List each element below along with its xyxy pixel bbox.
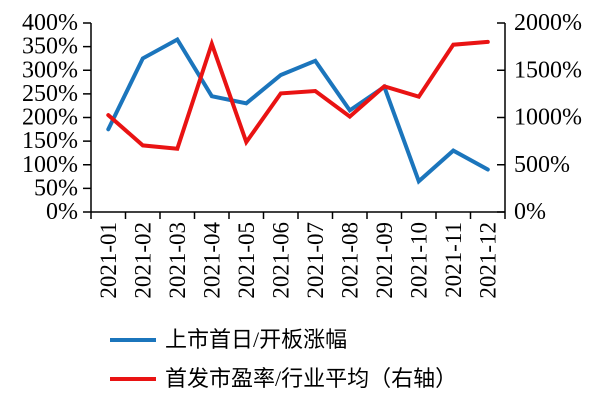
y-axis-left-label: 350%: [22, 34, 78, 60]
x-axis-label: 2021-08: [337, 222, 362, 299]
x-axis-label: 2021-09: [372, 222, 397, 299]
legend-line-sample-blue: [110, 338, 156, 342]
y-axis-left-label: 300%: [22, 57, 78, 83]
series-line-pe-ratio: [106, 37, 490, 151]
legend-line-sample-red: [110, 377, 156, 381]
x-axis-label: 2021-07: [303, 222, 328, 299]
legend-label-pe-ratio: 首发市盈率/行业平均（右轴）: [165, 366, 458, 391]
x-axis-label: 2021-06: [268, 222, 293, 299]
y-axis-left-label: 250%: [22, 81, 78, 107]
legend-item-listing-gain: 上市首日/开板涨幅: [110, 328, 457, 352]
line-chart: 0%50%100%150%200%250%300%350%400%0%500%1…: [22, 10, 582, 299]
y-axis-left-label: 100%: [22, 152, 78, 178]
x-axis-label: 2021-02: [130, 222, 155, 299]
y-axis-right-label: 500%: [514, 152, 570, 178]
x-axis-label: 2021-01: [96, 222, 121, 299]
legend-item-pe-ratio: 首发市盈率/行业平均（右轴）: [110, 367, 457, 391]
x-axis-label: 2021-03: [165, 222, 190, 299]
x-axis-label: 2021-11: [441, 222, 466, 298]
chart-legend: 上市首日/开板涨幅 首发市盈率/行业平均（右轴）: [110, 328, 457, 406]
y-axis-left-label: 150%: [22, 128, 78, 154]
y-axis-left-label: 0%: [46, 199, 78, 225]
y-axis-right-label: 1500%: [514, 57, 582, 83]
series-line-listing-gain: [106, 36, 490, 185]
y-axis-left-label: 50%: [34, 175, 78, 201]
y-axis-right-label: 1000%: [514, 105, 582, 131]
y-axis-left-label: 200%: [22, 105, 78, 131]
legend-label-listing-gain: 上市首日/开板涨幅: [165, 327, 348, 352]
y-axis-right-label: 0%: [514, 199, 546, 225]
x-axis-label: 2021-05: [234, 222, 259, 299]
y-axis-left-label: 400%: [22, 10, 78, 36]
y-axis-right-label: 2000%: [514, 10, 582, 36]
x-axis-label: 2021-12: [475, 222, 500, 299]
x-axis-label: 2021-10: [406, 222, 431, 299]
x-axis-label: 2021-04: [199, 222, 224, 299]
